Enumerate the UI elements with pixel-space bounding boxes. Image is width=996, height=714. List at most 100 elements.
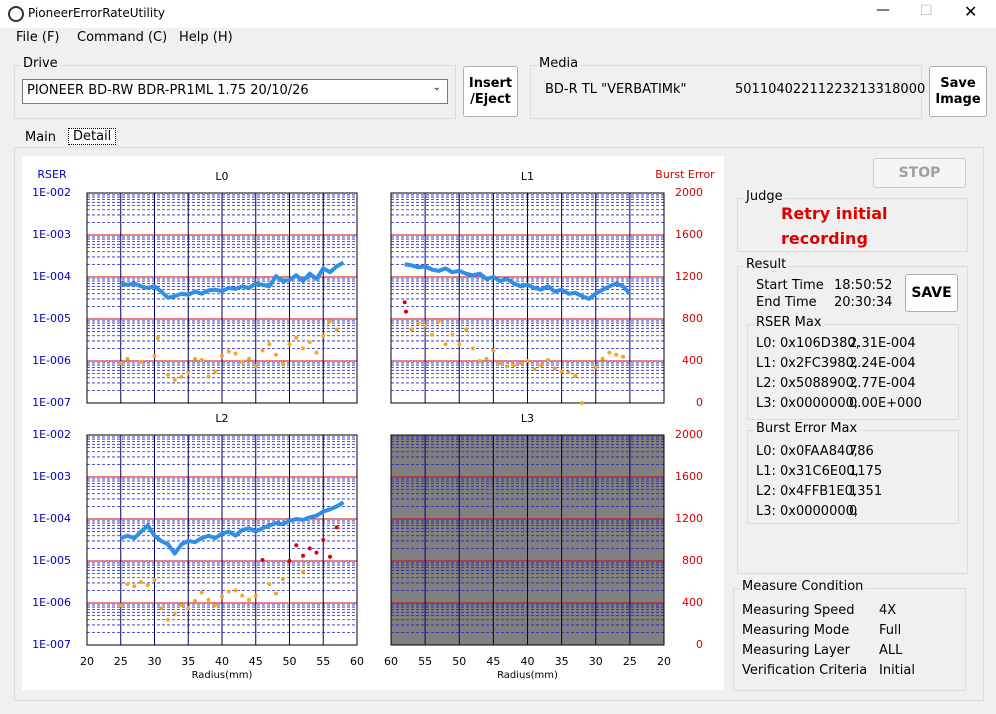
row-key: L0: 0x0FAA840, [756,444,858,459]
burst-point [532,367,537,372]
burst-point [404,309,409,314]
burst-point [226,349,231,354]
rser-max-group: RSER Max L0: 0x106D380, 2.31E-004 L1: 0x2FC… [747,315,959,420]
menu-help[interactable]: Help (H) [179,30,233,45]
menu-command[interactable]: Command (C) [77,30,168,45]
drive-group: Drive PIONEER BD-RW BDR-PR1ML 1.75 20/10… [14,56,456,119]
burst-max-group: Burst Error Max L0: 0x0FAA840, 786 L1: 0x31… [747,421,959,524]
burst-point [416,321,421,326]
row-key: Measuring Speed [742,603,855,618]
burst-point [172,611,177,616]
burst-point [580,401,585,405]
burst-point [409,327,414,332]
burst-point [301,569,305,574]
burst-point [280,576,285,581]
y-tick-label: 1E-006 [32,354,71,367]
button-text: /Eject [470,91,511,107]
burst-point [118,361,123,366]
save-image-button[interactable]: Save Image [929,66,987,117]
burst-point [166,372,170,377]
close[interactable]: ✕ [964,2,978,21]
plot-border [390,434,665,646]
y-tick-label: 1E-005 [32,554,71,567]
row-key: Measuring Layer [742,643,851,658]
burst-point [199,590,204,595]
panel-title: L1 [521,170,534,183]
panel-title: L2 [215,412,228,425]
y2-tick-label: 0 [696,396,703,409]
burst-point [287,559,292,563]
media-id: 50110402211223213318000 [735,82,926,97]
burst-point [132,584,137,589]
insert-eject-button[interactable]: Insert/Eject [463,66,518,117]
row-key: Verification Criteria [742,663,868,678]
menu-file[interactable]: File (F) [16,30,60,45]
button-text: Image [935,91,981,107]
row-value: Full [879,623,902,638]
x-tick-label: 35 [181,655,195,668]
burst-point [573,373,578,378]
burst-point [552,366,557,371]
end-time: 20:30:34 [834,295,893,310]
burst-point [294,335,299,340]
y-tick-label: 1E-002 [32,428,71,441]
x-tick-label: 60 [384,655,398,668]
burst-point [125,356,130,361]
y-tick-label: 1E-003 [32,228,71,241]
burst-point [457,342,462,347]
row-value: 4X [879,603,897,618]
burst-point [614,352,619,357]
burst-point [328,319,332,324]
row-key: L0: 0x106D380, [756,336,860,351]
stop-button[interactable]: STOP [873,158,966,188]
burst-point [301,346,305,351]
burst-point [334,327,339,332]
minimize[interactable]: — [876,2,890,18]
start-label: Start Time [756,278,824,293]
burst-point [179,603,184,608]
y-tick-label: 1E-006 [32,596,71,609]
burst-point [206,597,211,602]
burst-point [505,364,510,369]
burst-point [159,606,164,611]
y-tick-label: 1E-007 [32,396,71,409]
media-group: Media BD-R TL "VERBATIMk" 50110402211223… [530,56,926,119]
x-tick-label: 55 [418,655,432,668]
tab-main[interactable]: Main [25,130,57,145]
tab-detail[interactable]: Detail [68,128,117,145]
row-value: 2.24E-004 [849,356,916,371]
x-tick-label: 20 [657,655,671,668]
burst-point [464,327,469,332]
button-text: Insert [468,75,513,91]
y-tick-label: 1E-002 [32,186,71,199]
burst-point [294,543,299,548]
burst-point [193,598,197,603]
burst-point [152,353,157,358]
row-value: ALL [879,643,903,658]
burst-point [307,340,312,345]
burst-point [301,553,305,558]
save-button[interactable]: SAVE [905,274,958,312]
row-value: 2.77E-004 [849,376,916,391]
row-key: L2: 0x5088900, [756,376,859,391]
drive-label: Drive [21,56,60,71]
drive-combobox[interactable]: PIONEER BD-RW BDR-PR1ML 1.75 20/10/26 ⌄ [22,79,448,104]
maximize[interactable]: ☐ [920,3,933,19]
burst-point [334,525,339,530]
burst-point [233,588,238,593]
y2-tick-label: 0 [696,638,703,651]
burst-point [491,348,496,353]
start-time: 18:50:52 [834,278,893,293]
row-value: Initial [879,663,915,678]
x-axis-label: Radius(mm) [497,670,558,681]
x-axis-label: Radius(mm) [192,670,253,681]
row-value: 786 [849,444,874,459]
x-tick-label: 60 [350,655,364,668]
y-tick-label: 1E-005 [32,312,71,325]
y-tick-label: 1E-007 [32,638,71,651]
plot-border [86,192,358,404]
burst-point [498,361,503,366]
burst-point [247,356,251,361]
burst-point [436,319,441,324]
y-axis-label: RSER [37,168,67,181]
